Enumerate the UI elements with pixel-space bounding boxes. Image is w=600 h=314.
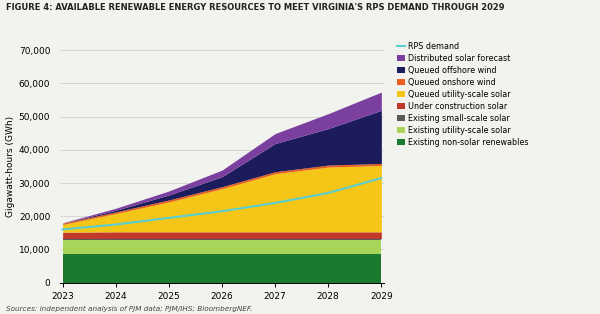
Legend: RPS demand, Distributed solar forecast, Queued offshore wind, Queued onshore win: RPS demand, Distributed solar forecast, … [397,42,529,147]
Y-axis label: Gigawatt-hours (GWh): Gigawatt-hours (GWh) [5,116,14,217]
Text: Sources: independent analysis of PJM data; PJM/IHS; BloombergNEF.: Sources: independent analysis of PJM dat… [6,306,253,312]
Text: FIGURE 4: AVAILABLE RENEWABLE ENERGY RESOURCES TO MEET VIRGINIA'S RPS DEMAND THR: FIGURE 4: AVAILABLE RENEWABLE ENERGY RES… [6,3,505,12]
